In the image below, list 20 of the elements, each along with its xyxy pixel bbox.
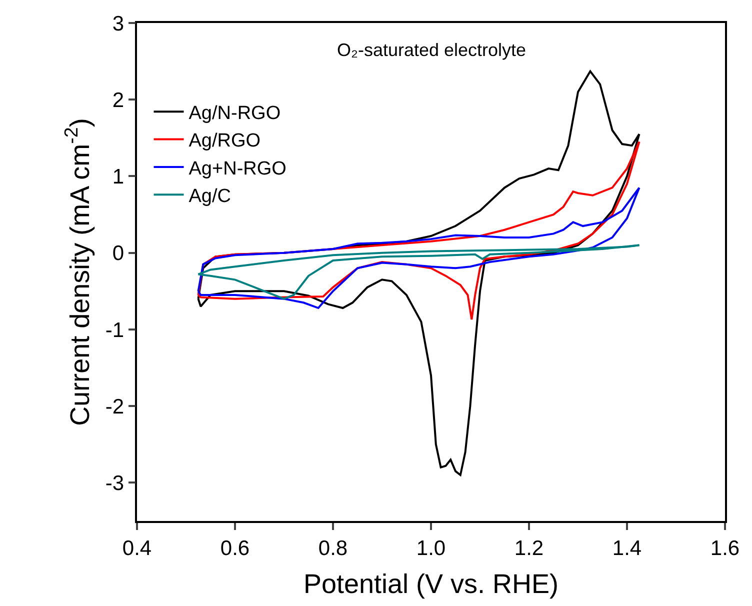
legend-label: Ag/N-RGO (188, 102, 281, 124)
y-tick-label: -1 (105, 318, 124, 342)
legend-label: Ag/RGO (188, 130, 261, 152)
x-axis-title: Potential (V vs. RHE) (303, 568, 559, 599)
x-tick-label: 1.6 (710, 536, 740, 560)
legend-label: Ag/C (188, 186, 232, 208)
legend-label: Ag+N-RGO (188, 158, 286, 180)
y-tick-label: -2 (105, 395, 124, 418)
y-tick-label: 3 (112, 12, 124, 36)
x-tick-label: 1.4 (612, 536, 642, 560)
annotation: O₂-saturated electrolyte (337, 40, 526, 60)
y-tick-label: 0 (112, 242, 124, 266)
y-tick-label: 1 (112, 166, 124, 189)
x-tick-label: 0.6 (220, 536, 250, 560)
x-tick-label: 1.2 (514, 536, 544, 560)
y-tick-label: 2 (112, 88, 124, 112)
y-tick-label: -3 (105, 472, 124, 496)
x-tick-label: 0.4 (122, 536, 152, 560)
x-tick-label: 1.0 (416, 536, 446, 560)
x-tick-label: 0.8 (318, 536, 348, 560)
